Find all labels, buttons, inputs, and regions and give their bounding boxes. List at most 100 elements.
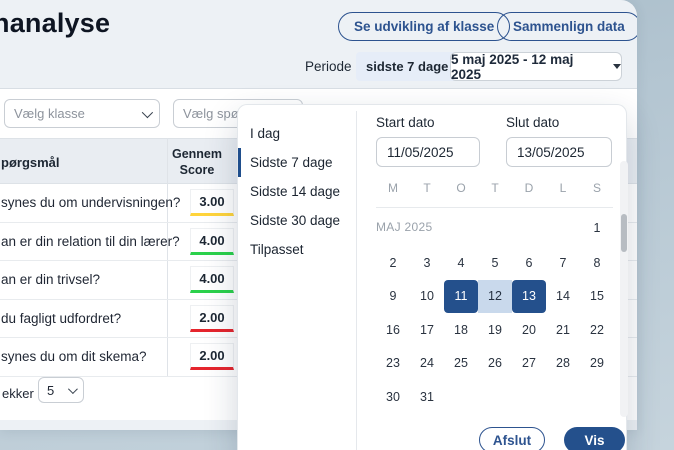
calendar-day[interactable]: 20 bbox=[522, 322, 536, 337]
column-divider bbox=[167, 138, 168, 377]
class-filter-placeholder: Vælg klasse bbox=[14, 106, 85, 121]
date-range-value: 5 maj 2025 - 12 maj 2025 bbox=[451, 51, 574, 82]
score-value: 2.00 bbox=[190, 343, 234, 370]
calendar-day[interactable]: 29 bbox=[590, 356, 604, 371]
compare-data-button[interactable]: Sammenlign data bbox=[497, 12, 637, 41]
score-header-line1: Gennem bbox=[171, 147, 222, 161]
chevron-down-icon bbox=[67, 383, 78, 394]
caret-down-icon bbox=[613, 64, 621, 69]
calendar-day[interactable]: 26 bbox=[488, 356, 502, 371]
weekday-letter: D bbox=[524, 181, 534, 195]
weekday-letter: M bbox=[388, 181, 398, 195]
calendar-empty-cell bbox=[444, 380, 478, 414]
start-date-label: Start dato bbox=[376, 115, 435, 130]
end-date-input[interactable] bbox=[506, 137, 612, 167]
month-row: MAJ 2025 1 bbox=[376, 215, 614, 241]
weekday-letter: T bbox=[423, 181, 431, 195]
calendar-week-row: 2 3 4 5 6 7 8 bbox=[376, 246, 614, 280]
calendar-empty-cell bbox=[512, 380, 546, 414]
score-value: 4.00 bbox=[190, 227, 234, 255]
preset-item[interactable]: Sidste 14 dage bbox=[250, 184, 341, 199]
date-range-select[interactable]: 5 maj 2025 - 12 maj 2025 bbox=[450, 51, 622, 82]
class-filter-select[interactable]: Vælg klasse bbox=[4, 99, 160, 128]
calendar-week-row: 9 10 11 12 13 14 15 bbox=[376, 279, 614, 313]
calendar-day[interactable]: 12 bbox=[478, 279, 512, 313]
weekday-letter: T bbox=[491, 181, 499, 195]
rows-per-page-label: ekker bbox=[2, 386, 34, 401]
calendar-empty-cell bbox=[580, 380, 614, 414]
date-picker-panel: I dag Sidste 7 dage Sidste 14 dage Sidste 3… bbox=[237, 104, 628, 450]
question-column-header: pørgsmål bbox=[1, 154, 60, 170]
question-text: synes du om undervisningen? bbox=[1, 195, 181, 211]
calendar-day[interactable]: 14 bbox=[556, 289, 570, 304]
class-development-button[interactable]: Se udvikling af klasse bbox=[338, 12, 511, 41]
question-text: du fagligt udfordret? bbox=[1, 310, 122, 326]
calendar-day[interactable]: 1 bbox=[593, 221, 601, 235]
calendar-day[interactable]: 28 bbox=[556, 356, 570, 371]
calendar-week-row: 16 17 18 19 20 21 22 bbox=[376, 313, 614, 347]
calendar-day[interactable]: 2 bbox=[389, 255, 397, 270]
calendar-day[interactable]: 15 bbox=[590, 289, 604, 304]
calendar-grid: 2 3 4 5 6 7 8 9 10 11 12 13 14 15 16 17 18 19 20 21 22 23 24 25… bbox=[376, 246, 614, 414]
question-text: an er din relation til din lærer? bbox=[1, 233, 180, 249]
start-date-input[interactable] bbox=[376, 137, 480, 167]
calendar-day[interactable]: 9 bbox=[389, 289, 397, 304]
weekday-letter: L bbox=[559, 181, 567, 195]
calendar-day[interactable]: 23 bbox=[386, 356, 400, 371]
score-column-header: Gennem Score bbox=[166, 146, 228, 179]
calendar-day[interactable]: 10 bbox=[420, 289, 434, 304]
apply-button[interactable]: Vis bbox=[564, 427, 625, 450]
month-label: MAJ 2025 bbox=[376, 220, 433, 234]
calendar-week-row: 23 24 25 26 27 28 29 bbox=[376, 347, 614, 381]
calendar-day[interactable]: 16 bbox=[386, 322, 400, 337]
calendar-day[interactable]: 27 bbox=[522, 356, 536, 371]
calendar-day[interactable]: 7 bbox=[559, 255, 567, 270]
calendar-week-row: 30 31 bbox=[376, 380, 614, 414]
calendar-day[interactable]: 13 bbox=[512, 279, 546, 313]
preset-item[interactable]: Sidste 30 dage bbox=[250, 213, 341, 228]
preset-item[interactable]: Tilpasset bbox=[250, 242, 304, 257]
period-label: Periode bbox=[305, 59, 352, 74]
vertical-divider bbox=[356, 111, 357, 450]
calendar-empty-cell bbox=[478, 380, 512, 414]
score-value: 3.00 bbox=[190, 189, 234, 216]
calendar-day[interactable]: 5 bbox=[491, 255, 499, 270]
calendar-day[interactable]: 18 bbox=[454, 322, 468, 337]
calendar-day[interactable]: 21 bbox=[556, 322, 570, 337]
score-header-line2: Score bbox=[179, 163, 215, 178]
calendar-day[interactable]: 11 bbox=[444, 279, 478, 313]
calendar-day[interactable]: 25 bbox=[454, 356, 468, 371]
rows-per-page-select[interactable]: 5 bbox=[38, 377, 84, 403]
period-quick-chip[interactable]: sidste 7 dage bbox=[356, 52, 459, 81]
scrollbar-track[interactable] bbox=[620, 161, 628, 417]
calendar-day[interactable]: 24 bbox=[420, 356, 434, 371]
calendar-day[interactable]: 3 bbox=[423, 255, 431, 270]
chevron-down-icon bbox=[141, 106, 154, 118]
calendar-day[interactable]: 17 bbox=[420, 322, 434, 337]
end-date-label: Slut dato bbox=[506, 115, 560, 130]
question-text: an er din trivsel? bbox=[1, 272, 101, 288]
calendar-day[interactable]: 22 bbox=[590, 322, 604, 337]
score-value: 4.00 bbox=[190, 266, 234, 293]
calendar-day[interactable]: 8 bbox=[593, 255, 601, 270]
question-text: synes du om dit skema? bbox=[1, 349, 147, 365]
calendar-empty-cell bbox=[546, 380, 580, 414]
calendar-day[interactable]: 30 bbox=[386, 389, 400, 404]
score-value: 2.00 bbox=[190, 304, 234, 332]
calendar-day[interactable]: 6 bbox=[525, 255, 533, 270]
weekday-letter: O bbox=[456, 181, 466, 195]
preset-item[interactable]: I dag bbox=[250, 126, 281, 141]
calendar-day[interactable]: 31 bbox=[420, 389, 434, 404]
preset-list: I dag Sidste 7 dage Sidste 14 dage Sidste 3… bbox=[238, 119, 356, 264]
weekday-separator bbox=[376, 207, 613, 208]
weekday-letter: S bbox=[592, 181, 601, 195]
rows-per-page-value: 5 bbox=[47, 382, 55, 398]
cancel-button[interactable]: Afslut bbox=[479, 427, 545, 450]
page-title: nanalyse bbox=[0, 8, 111, 38]
preset-item[interactable]: Sidste 7 dage bbox=[238, 148, 356, 177]
scrollbar-thumb[interactable] bbox=[621, 214, 627, 252]
calendar-day[interactable]: 19 bbox=[488, 322, 502, 337]
calendar-day[interactable]: 4 bbox=[457, 255, 465, 270]
